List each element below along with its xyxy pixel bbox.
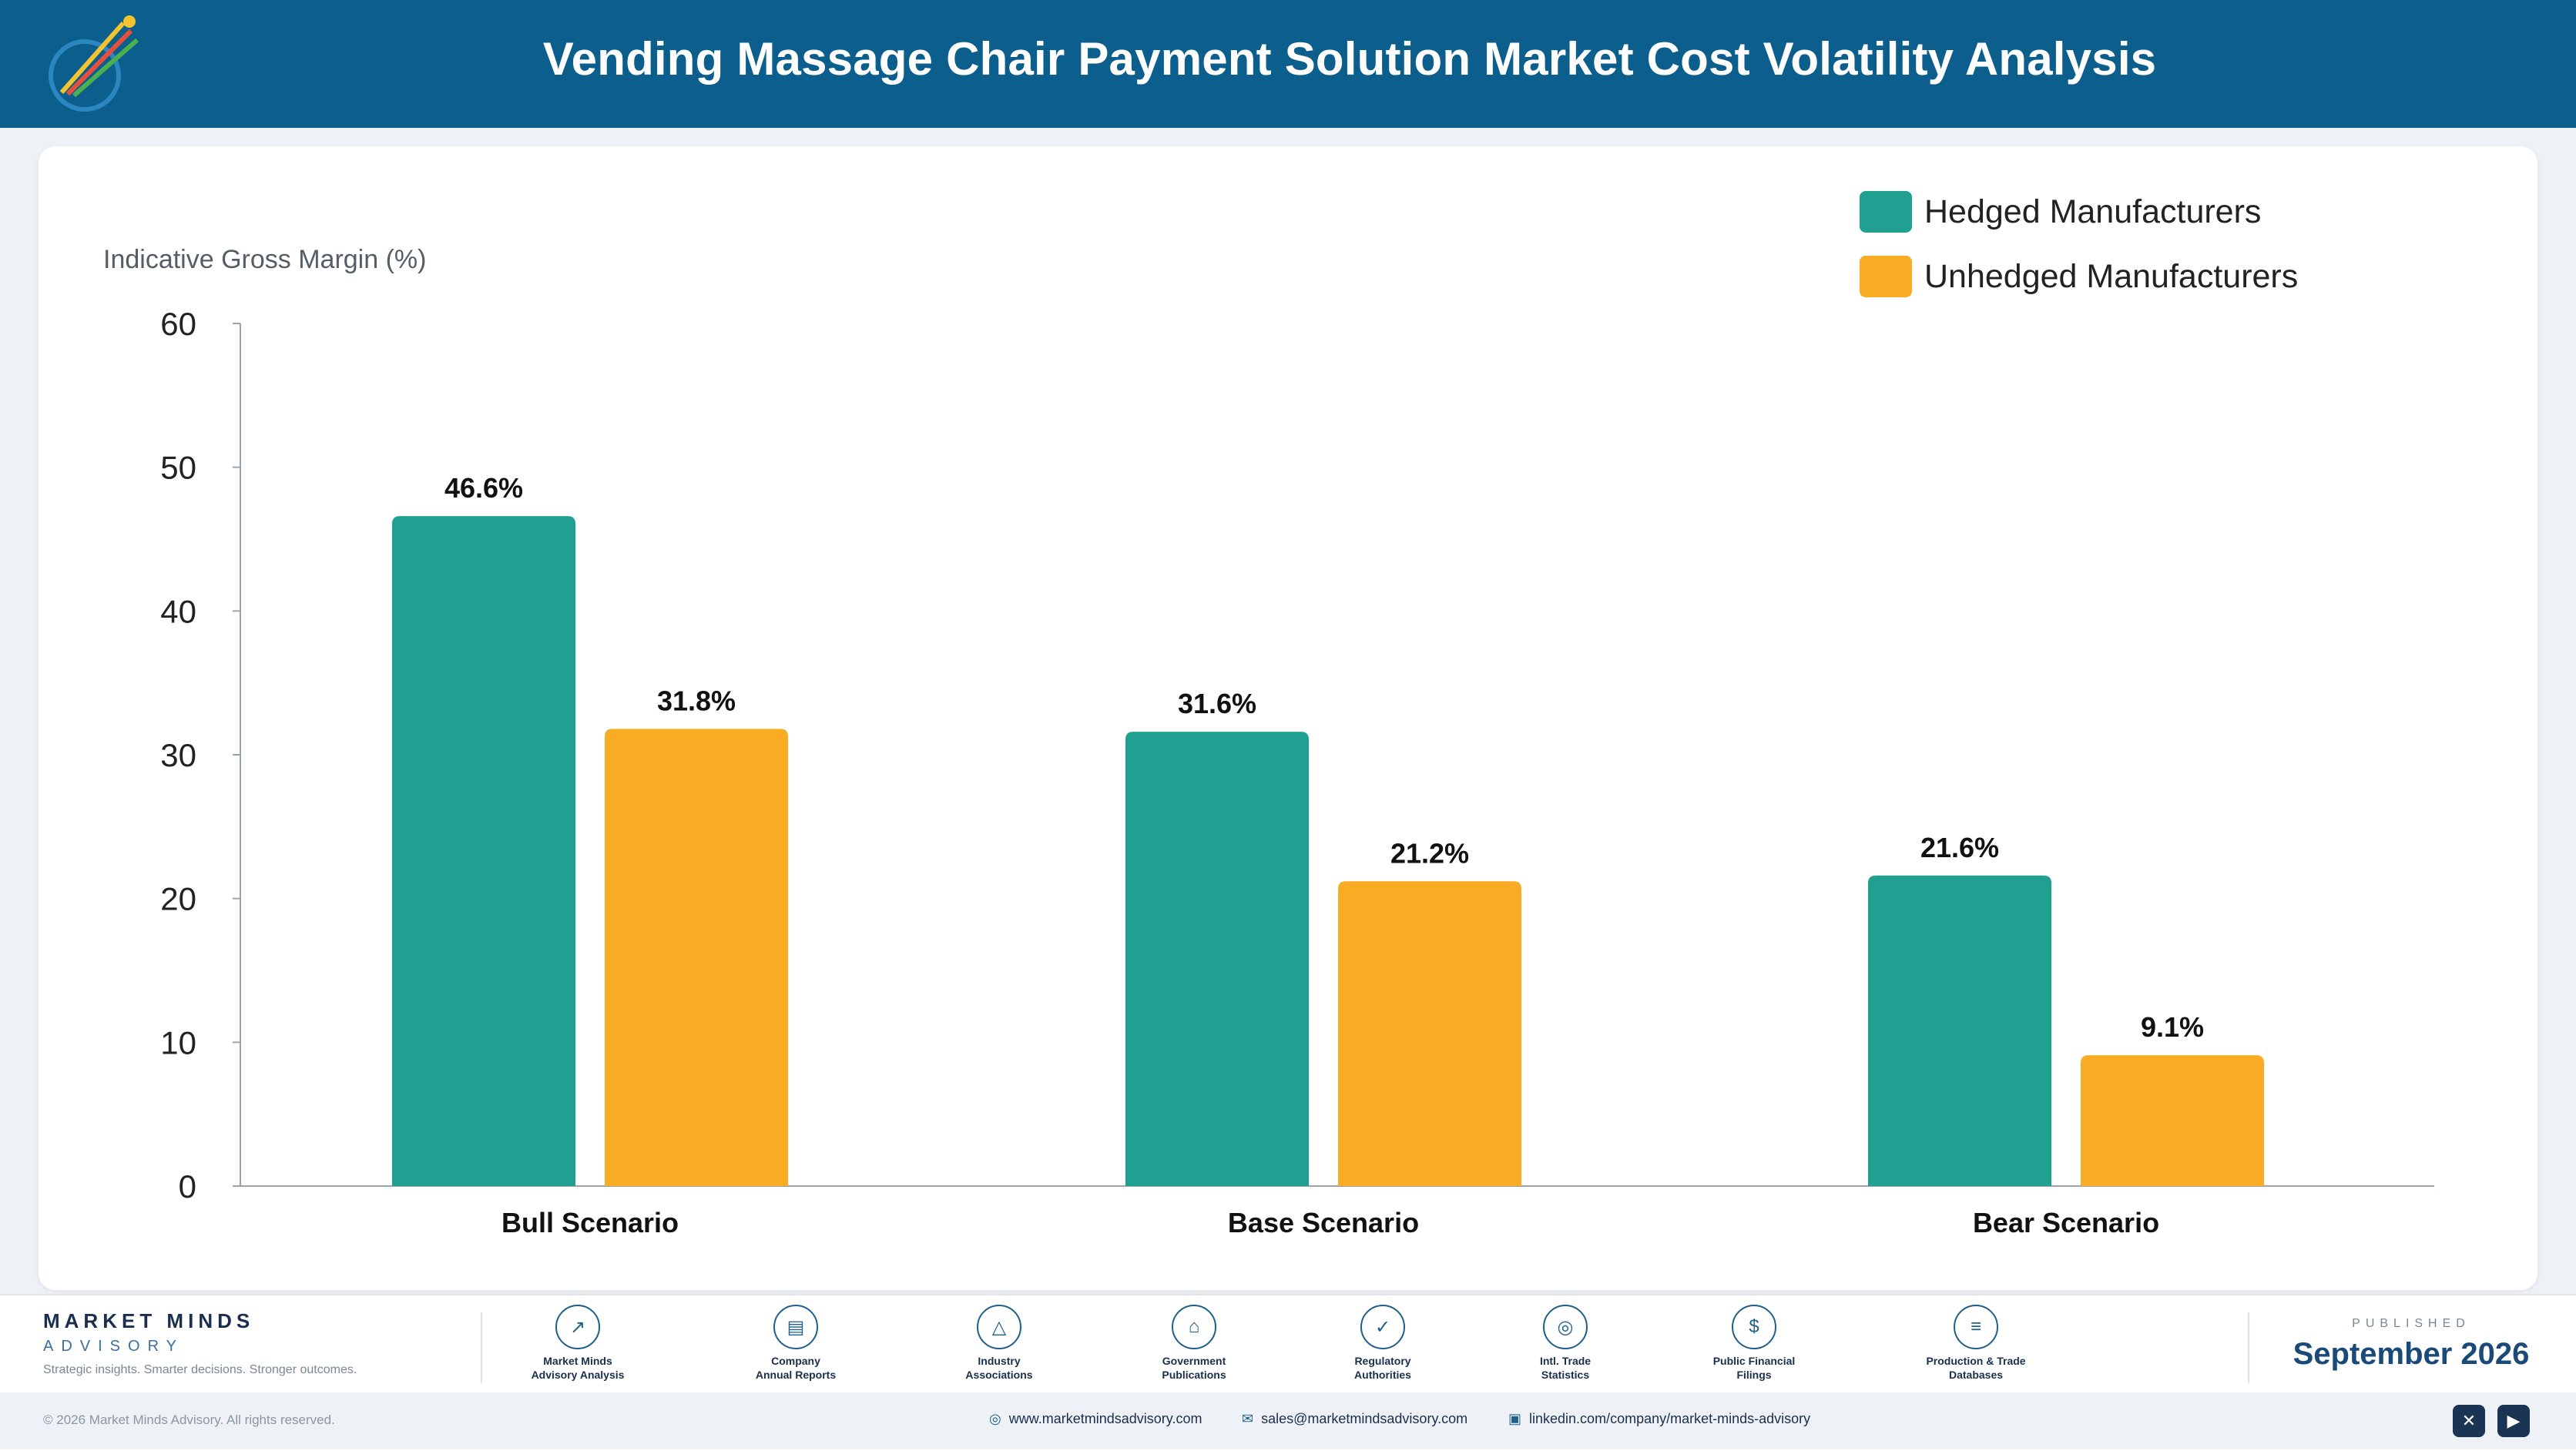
y-tick-label: 30 — [160, 737, 196, 773]
email-text: sales@marketmindsadvisory.com — [1261, 1411, 1468, 1426]
bar — [1338, 881, 1521, 1186]
source-label: Market Minds Advisory Analysis — [531, 1355, 625, 1381]
data-label: 31.6% — [1178, 688, 1256, 719]
source-label: Company Annual Reports — [755, 1355, 837, 1381]
page-title: Vending Massage Chair Payment Solution M… — [542, 33, 2157, 85]
published-block: PUBLISHED September 2026 — [2272, 1317, 2550, 1372]
y-tick-label: 10 — [160, 1024, 196, 1061]
chart-card: Indicative Gross Margin (%) 0 10 20 30 40 50 60… — [39, 146, 2537, 1290]
data-label: 9.1% — [2141, 1011, 2204, 1043]
legend-swatch — [1860, 191, 1912, 233]
youtube-social-button[interactable]: ▶ — [2497, 1405, 2530, 1437]
y-tick-label: 60 — [160, 306, 196, 342]
bar — [392, 516, 575, 1186]
brand-tagline: Strategic insights. Smarter decisions. S… — [43, 1363, 357, 1376]
legend-label: Hedged Manufacturers — [1924, 193, 2261, 230]
x-tick-label: Base Scenario — [1228, 1207, 1419, 1238]
source-label: Intl. Trade Statistics — [1539, 1355, 1592, 1381]
x-tick-label: Bear Scenario — [1973, 1207, 2159, 1238]
bottom-bar: © 2026 Market Minds Advisory. All rights… — [0, 1392, 2576, 1449]
bar-chart: Indicative Gross Margin (%) 0 10 20 30 40 50 60… — [103, 191, 2434, 1238]
data-label: 21.2% — [1390, 837, 1469, 869]
source-item: $ Public Financial Filings — [1685, 1305, 1823, 1382]
globe-icon: ◎ — [1543, 1305, 1588, 1349]
linkedin-link[interactable]: ▣ linkedin.com/company/market-minds-advis… — [1508, 1411, 1810, 1427]
copyright: © 2026 Market Minds Advisory. All rights… — [43, 1412, 335, 1427]
bar — [2081, 1055, 2264, 1186]
source-label: Industry Associations — [965, 1355, 1033, 1381]
source-item: ✓ Regulatory Authorities — [1313, 1305, 1452, 1382]
x-social-button[interactable]: ✕ — [2453, 1405, 2485, 1437]
x-tick-label: Bull Scenario — [501, 1207, 679, 1238]
legend-label: Unhedged Manufacturers — [1924, 258, 2298, 295]
website-text: www.marketmindsadvisory.com — [1008, 1411, 1202, 1426]
source-label: Production & Trade Databases — [1926, 1355, 2026, 1381]
play-icon: ▶ — [2507, 1411, 2521, 1430]
data-label: 21.6% — [1920, 832, 1999, 863]
data-label: 46.6% — [444, 472, 523, 504]
bar — [1868, 875, 2051, 1186]
brand-block: MARKET MINDS ADVISORY Strategic insights… — [43, 1309, 357, 1377]
source-label: Regulatory Authorities — [1354, 1355, 1411, 1381]
y-tick-label: 20 — [160, 881, 196, 917]
source-item: ⌂ Government Publications — [1125, 1305, 1263, 1382]
source-item: ▤ Company Annual Reports — [726, 1305, 865, 1382]
y-tick-label: 0 — [179, 1168, 196, 1205]
website-link[interactable]: ◎ www.marketmindsadvisory.com — [989, 1411, 1202, 1427]
x-icon: ✕ — [2461, 1411, 2477, 1430]
brand-name: MARKET MINDS — [43, 1309, 255, 1332]
source-item: △ Industry Associations — [930, 1305, 1068, 1382]
document-icon: ▤ — [773, 1305, 818, 1349]
divider — [481, 1312, 482, 1383]
globe-icon: ◎ — [989, 1411, 1001, 1426]
email-link[interactable]: ✉ sales@marketmindsadvisory.com — [1242, 1411, 1467, 1427]
mail-icon: ✉ — [1242, 1411, 1254, 1426]
database-icon: ≡ — [1954, 1305, 1998, 1349]
bar — [1125, 732, 1309, 1186]
source-label: Public Financial Filings — [1712, 1355, 1796, 1381]
network-icon: △ — [977, 1305, 1021, 1349]
header-bar: Vending Massage Chair Payment Solution M… — [0, 0, 2576, 128]
logo-icon — [49, 15, 139, 112]
data-label: 31.8% — [657, 685, 736, 716]
brand-subtitle: ADVISORY — [43, 1338, 184, 1355]
source-label: Government Publications — [1162, 1355, 1226, 1381]
source-item: ↗ Market Minds Advisory Analysis — [508, 1305, 647, 1382]
published-label: PUBLISHED — [2352, 1317, 2470, 1330]
sources-row: ↗ Market Minds Advisory Analysis ▤ Company … — [532, 1305, 2134, 1405]
y-tick-label: 40 — [160, 593, 196, 629]
y-tick-label: 50 — [160, 450, 196, 486]
linkedin-text: linkedin.com/company/market-minds-adviso… — [1529, 1411, 1811, 1426]
published-date: September 2026 — [2293, 1337, 2530, 1371]
shield-check-icon: ✓ — [1360, 1305, 1405, 1349]
source-item: ≡ Production & Trade Databases — [1907, 1305, 2045, 1382]
y-axis-label: Indicative Gross Margin (%) — [103, 245, 426, 274]
chart-trend-icon: ↗ — [555, 1305, 600, 1349]
linkedin-icon: ▣ — [1508, 1411, 1522, 1426]
government-building-icon: ⌂ — [1172, 1305, 1216, 1349]
legend-swatch — [1860, 256, 1912, 297]
dollar-coin-icon: $ — [1732, 1305, 1776, 1349]
divider — [2248, 1312, 2249, 1383]
source-item: ◎ Intl. Trade Statistics — [1496, 1305, 1635, 1382]
bar — [605, 729, 788, 1186]
